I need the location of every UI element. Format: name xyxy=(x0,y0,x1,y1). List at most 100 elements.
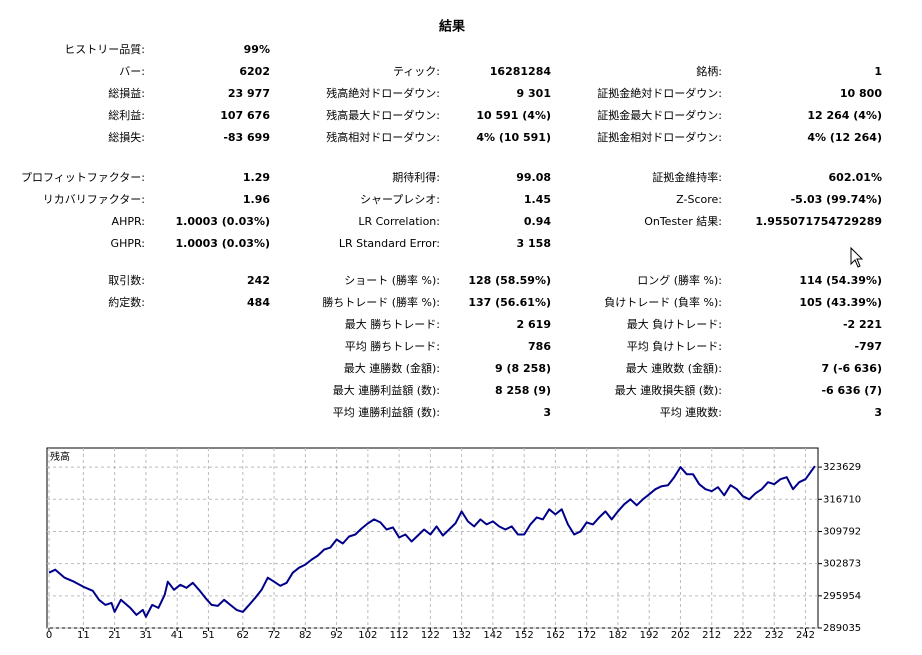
stat-label: 最大 連敗損失額 (数): xyxy=(615,383,722,397)
mouse-cursor xyxy=(850,246,864,268)
stat-label: 取引数: xyxy=(108,273,145,287)
stat-value: 137 (56.61%) xyxy=(468,296,551,309)
stat-value: -5.03 (99.74%) xyxy=(791,193,882,206)
stat-value: 114 (54.39%) xyxy=(799,274,882,287)
stat-label: リカバリファクター: xyxy=(43,193,145,206)
stat-label: 最大 負けトレード: xyxy=(627,317,722,331)
x-tick-label: 232 xyxy=(765,630,784,641)
stat-value: 1.0003 (0.03%) xyxy=(176,237,271,250)
stat-label: バー: xyxy=(119,65,145,78)
stat-value: 128 (58.59%) xyxy=(468,274,551,287)
x-tick-label: 41 xyxy=(171,630,184,641)
stat-value: 484 xyxy=(247,296,270,309)
stat-label: プロフィットファクター: xyxy=(21,171,145,184)
x-tick-label: 212 xyxy=(702,630,721,641)
stat-label: 総損失: xyxy=(108,130,145,144)
stat-value: 10 800 xyxy=(840,87,882,100)
stat-value: 99% xyxy=(244,43,270,56)
x-tick-label: 132 xyxy=(452,630,471,641)
x-tick-label: 102 xyxy=(358,630,377,641)
x-tick-label: 92 xyxy=(330,630,343,641)
stat-value: 10 591 (4%) xyxy=(476,109,551,122)
stat-value: -2 221 xyxy=(843,318,882,331)
stat-value: -6 636 (7) xyxy=(821,384,882,397)
stat-label: 残高相対ドローダウン: xyxy=(326,130,440,144)
stat-value: 4% (12 264) xyxy=(807,131,882,144)
stat-value: 1 xyxy=(874,65,882,78)
x-tick-label: 112 xyxy=(390,630,409,641)
x-tick-label: 11 xyxy=(77,630,90,641)
x-tick-label: 142 xyxy=(483,630,502,641)
stat-value: 107 676 xyxy=(220,109,270,122)
x-tick-label: 31 xyxy=(140,630,153,641)
stat-value: 0.94 xyxy=(524,215,551,228)
stat-value: 8 258 (9) xyxy=(495,384,551,397)
stat-value: 99.08 xyxy=(516,171,551,184)
y-tick-label: 289035 xyxy=(823,623,861,634)
y-tick-label: 309792 xyxy=(823,526,861,537)
stat-value: 3 xyxy=(874,406,882,419)
stat-value: 2 619 xyxy=(517,318,551,331)
stat-value: 23 977 xyxy=(228,87,270,100)
stat-value: 9 301 xyxy=(517,87,551,100)
x-tick-label: 0 xyxy=(46,630,52,641)
report-title: 結果 xyxy=(439,19,465,35)
x-tick-label: 172 xyxy=(577,630,596,641)
stat-label: AHPR: xyxy=(112,215,145,228)
stat-value: 7 (-6 636) xyxy=(821,362,882,375)
x-tick-label: 202 xyxy=(671,630,690,641)
stat-label: OnTester 結果: xyxy=(644,214,722,228)
stat-label: ショート (勝率 %): xyxy=(344,273,440,287)
stat-label: 平均 負けトレード: xyxy=(627,340,722,353)
stat-value: 3 158 xyxy=(517,237,551,250)
x-tick-label: 51 xyxy=(202,630,215,641)
stat-label: 残高最大ドローダウン: xyxy=(326,108,440,122)
y-tick-label: 295954 xyxy=(823,591,861,602)
x-tick-label: 82 xyxy=(299,630,312,641)
x-tick-label: 72 xyxy=(268,630,281,641)
x-tick-label: 222 xyxy=(733,630,752,641)
stat-label: 証拠金相対ドローダウン: xyxy=(597,130,722,144)
chart-title: 残高 xyxy=(50,450,70,463)
stat-value: 242 xyxy=(247,274,270,287)
stat-label: 平均 勝ちトレード: xyxy=(345,339,440,353)
stat-label: LR Correlation: xyxy=(358,215,440,228)
x-tick-label: 182 xyxy=(608,630,627,641)
plot-area xyxy=(46,447,819,629)
stat-label: GHPR: xyxy=(111,237,145,250)
stat-label: 最大 連勝数 (金額): xyxy=(344,361,440,375)
stat-value: 1.45 xyxy=(524,193,551,206)
stat-value: 786 xyxy=(528,340,551,353)
stat-label: ヒストリー品質: xyxy=(64,42,145,56)
x-tick-label: 242 xyxy=(796,630,815,641)
stat-value: 3 xyxy=(543,406,551,419)
x-tick-label: 21 xyxy=(108,630,121,641)
x-tick-label: 152 xyxy=(515,630,534,641)
stat-value: 16281284 xyxy=(490,65,552,78)
stat-label: 期待利得: xyxy=(392,170,440,184)
stat-label: 最大 勝ちトレード: xyxy=(345,317,440,331)
stat-value: 12 264 (4%) xyxy=(807,109,882,122)
stat-label: 証拠金絶対ドローダウン: xyxy=(597,86,722,100)
stat-value: 1.96 xyxy=(243,193,270,206)
stat-label: 勝ちトレード (勝率 %): xyxy=(322,295,440,309)
stat-label: Z-Score: xyxy=(676,193,722,206)
stat-label: ティック: xyxy=(393,65,440,78)
stat-label: 最大 連勝利益額 (数): xyxy=(333,383,440,397)
y-tick-label: 316710 xyxy=(823,494,861,505)
stat-label: 最大 連敗数 (金額): xyxy=(626,361,722,375)
stat-value: 6202 xyxy=(239,65,270,78)
stat-value: 9 (8 258) xyxy=(495,362,551,375)
stat-label: 残高絶対ドローダウン: xyxy=(326,86,440,100)
stat-label: 証拠金維持率: xyxy=(652,170,722,184)
stat-value: 602.01% xyxy=(829,171,882,184)
x-tick-label: 192 xyxy=(640,630,659,641)
stat-value: -797 xyxy=(854,340,882,353)
stat-value: 1.0003 (0.03%) xyxy=(176,215,271,228)
stat-label: 総利益: xyxy=(108,108,145,122)
x-tick-label: 162 xyxy=(546,630,565,641)
stat-value: -83 699 xyxy=(223,131,270,144)
stat-value: 4% (10 591) xyxy=(476,131,551,144)
stat-label: LR Standard Error: xyxy=(339,237,440,250)
